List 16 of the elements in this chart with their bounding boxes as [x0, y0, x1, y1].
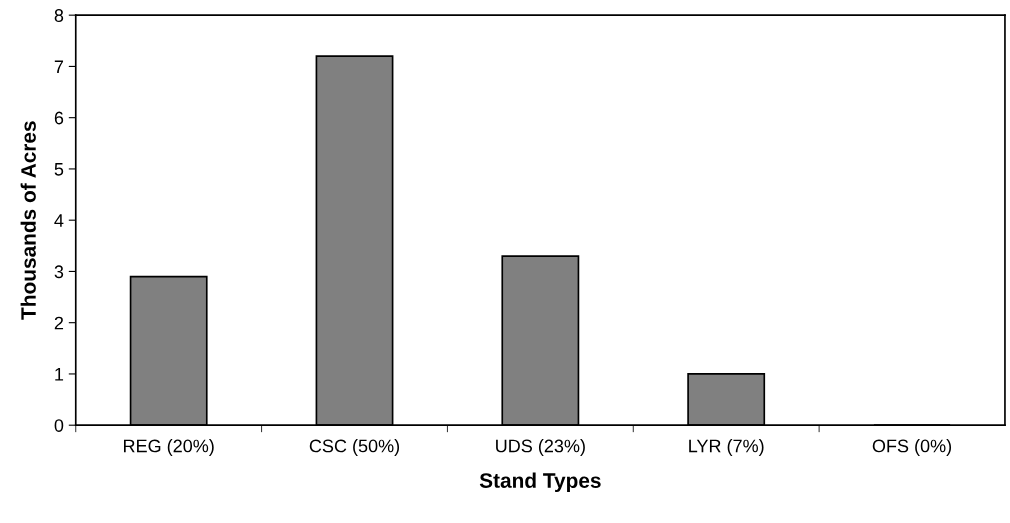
- y-tick-label: 3: [54, 265, 64, 279]
- x-axis-title: Stand Types: [479, 472, 601, 493]
- y-tick-label: 7: [54, 60, 64, 73]
- x-tick-label: UDS (23%): [496, 439, 585, 456]
- y-tick-label: 1: [55, 368, 64, 381]
- y-tick-label: 5: [54, 163, 64, 176]
- y-tick-label: 2: [54, 316, 64, 330]
- x-tick-label: REG (20%): [124, 439, 214, 456]
- y-axis-title: Thousands of Acres: [20, 121, 36, 320]
- x-tick-label: CSC (50%): [309, 439, 400, 456]
- y-tick-label: 6: [54, 111, 64, 125]
- y-tick-label: 8: [54, 9, 64, 22]
- y-tick-label: 0: [54, 419, 64, 432]
- x-tick-label: LYR (7%): [689, 439, 764, 456]
- x-tick-label: OFS (0%): [872, 439, 952, 456]
- y-tick-label: 4: [54, 214, 64, 227]
